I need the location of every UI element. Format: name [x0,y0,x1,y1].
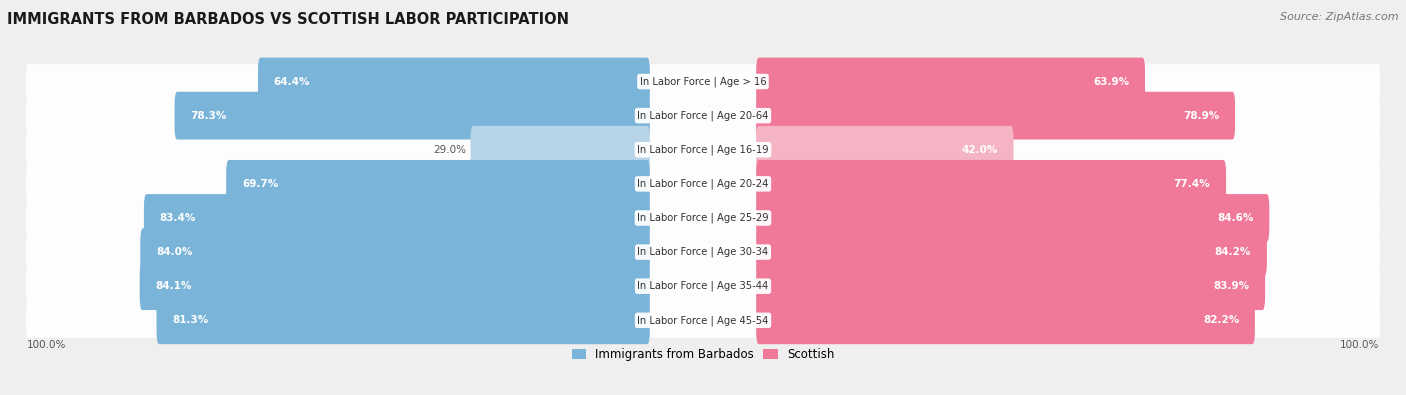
FancyBboxPatch shape [471,126,650,174]
Text: IMMIGRANTS FROM BARBADOS VS SCOTTISH LABOR PARTICIPATION: IMMIGRANTS FROM BARBADOS VS SCOTTISH LAB… [7,12,569,27]
Text: 63.9%: 63.9% [1092,77,1129,87]
Text: 83.9%: 83.9% [1213,281,1250,291]
Text: 84.2%: 84.2% [1215,247,1251,257]
FancyBboxPatch shape [756,92,1234,139]
Text: 78.9%: 78.9% [1182,111,1219,120]
Text: 100.0%: 100.0% [27,340,66,350]
Text: 42.0%: 42.0% [962,145,998,155]
FancyBboxPatch shape [226,160,650,208]
FancyBboxPatch shape [143,194,650,242]
Text: In Labor Force | Age 30-34: In Labor Force | Age 30-34 [637,247,769,257]
FancyBboxPatch shape [156,296,650,344]
Text: 84.0%: 84.0% [156,247,193,257]
Text: 64.4%: 64.4% [274,77,311,87]
Text: In Labor Force | Age 35-44: In Labor Force | Age 35-44 [637,281,769,292]
Text: In Labor Force | Age 25-29: In Labor Force | Age 25-29 [637,213,769,223]
Text: 29.0%: 29.0% [433,145,467,155]
Text: In Labor Force | Age 45-54: In Labor Force | Age 45-54 [637,315,769,325]
FancyBboxPatch shape [27,201,1379,235]
Text: 84.1%: 84.1% [156,281,191,291]
FancyBboxPatch shape [27,98,1379,133]
Text: 81.3%: 81.3% [173,315,208,325]
FancyBboxPatch shape [756,160,1226,208]
FancyBboxPatch shape [174,92,650,139]
FancyBboxPatch shape [756,58,1144,105]
Text: 82.2%: 82.2% [1204,315,1239,325]
FancyBboxPatch shape [257,58,650,105]
Text: 69.7%: 69.7% [242,179,278,189]
Text: 78.3%: 78.3% [190,111,226,120]
Text: In Labor Force | Age 20-24: In Labor Force | Age 20-24 [637,179,769,189]
Text: Source: ZipAtlas.com: Source: ZipAtlas.com [1281,12,1399,22]
FancyBboxPatch shape [756,126,1014,174]
FancyBboxPatch shape [27,269,1379,304]
FancyBboxPatch shape [27,132,1379,167]
FancyBboxPatch shape [756,228,1267,276]
FancyBboxPatch shape [27,235,1379,269]
Text: In Labor Force | Age 16-19: In Labor Force | Age 16-19 [637,145,769,155]
Text: 77.4%: 77.4% [1174,179,1211,189]
FancyBboxPatch shape [27,166,1379,201]
Text: In Labor Force | Age > 16: In Labor Force | Age > 16 [640,76,766,87]
FancyBboxPatch shape [756,194,1270,242]
FancyBboxPatch shape [141,228,650,276]
FancyBboxPatch shape [139,262,650,310]
Text: 83.4%: 83.4% [160,213,195,223]
FancyBboxPatch shape [756,296,1256,344]
Text: 100.0%: 100.0% [1340,340,1379,350]
Legend: Immigrants from Barbados, Scottish: Immigrants from Barbados, Scottish [567,343,839,366]
Text: In Labor Force | Age 20-64: In Labor Force | Age 20-64 [637,110,769,121]
FancyBboxPatch shape [756,262,1265,310]
FancyBboxPatch shape [27,303,1379,338]
FancyBboxPatch shape [27,64,1379,99]
Text: 84.6%: 84.6% [1218,213,1254,223]
